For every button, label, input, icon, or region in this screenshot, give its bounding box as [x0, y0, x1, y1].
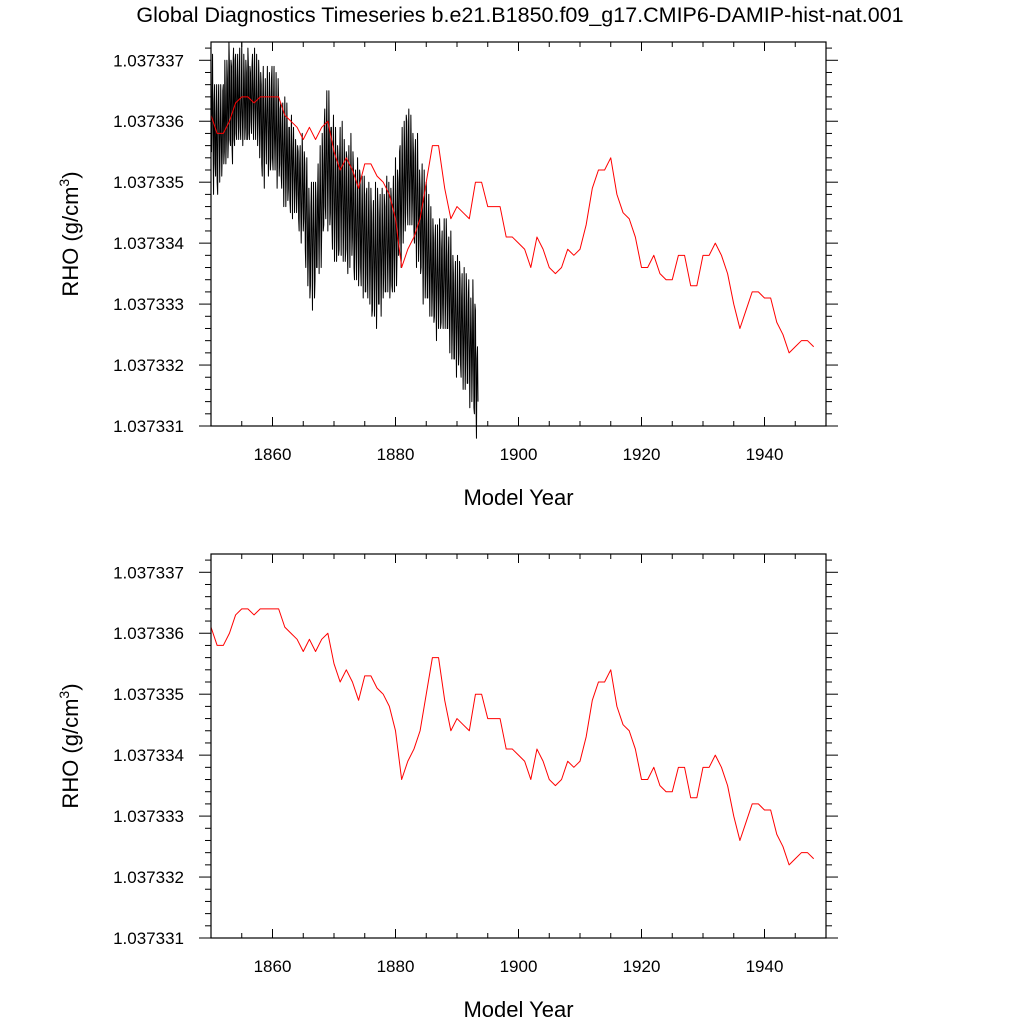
y-tick-label: 1.037334	[113, 746, 184, 765]
x-tick-label: 1860	[254, 445, 292, 464]
x-tick-label: 1940	[746, 957, 784, 976]
y-tick-label: 1.037335	[113, 685, 184, 704]
x-tick-label: 1880	[377, 445, 415, 464]
x-axis-title: Model Year	[463, 997, 573, 1022]
y-tick-label: 1.037331	[113, 417, 184, 436]
timeseries-panel-top: 1860 1880 1900 1920 1940 Model Year 1.037331 1.…	[56, 41, 838, 510]
y-tick-label: 1.037332	[113, 868, 184, 887]
chart-title: Global Diagnostics Timeseries b.e21.B185…	[136, 3, 904, 27]
x-tick-label: 1900	[500, 957, 538, 976]
annual-series-line	[210, 96, 815, 354]
x-axis-title: Model Year	[463, 485, 573, 510]
y-tick-label: 1.037337	[113, 51, 184, 70]
y-tick-label: 1.037333	[113, 807, 184, 826]
y-tick-label: 1.037332	[113, 356, 184, 375]
x-tick-label: 1920	[623, 445, 661, 464]
y-axis-title: RHO (g/cm3)	[56, 171, 83, 296]
y-tick-label: 1.037334	[113, 234, 184, 253]
x-tick-label: 1860	[254, 957, 292, 976]
y-tick-label: 1.037331	[113, 929, 184, 948]
annual-series-line	[210, 608, 815, 866]
y-tick-label: 1.037335	[113, 173, 184, 192]
x-tick-label: 1940	[746, 445, 784, 464]
y-tick-label: 1.037336	[113, 624, 184, 643]
plot-frame	[210, 553, 827, 939]
timeseries-panel-bottom: 1860 1880 1900 1920 1940 Model Year 1.037331 1.…	[56, 553, 838, 1022]
monthly-series-line	[210, 41, 479, 439]
y-axis-title: RHO (g/cm3)	[56, 683, 83, 808]
x-tick-label: 1920	[623, 957, 661, 976]
y-tick-label: 1.037336	[113, 112, 184, 131]
y-tick-label: 1.037333	[113, 295, 184, 314]
y-tick-label: 1.037337	[113, 563, 184, 582]
x-tick-label: 1880	[377, 957, 415, 976]
x-tick-label: 1900	[500, 445, 538, 464]
plot-frame	[210, 41, 827, 427]
